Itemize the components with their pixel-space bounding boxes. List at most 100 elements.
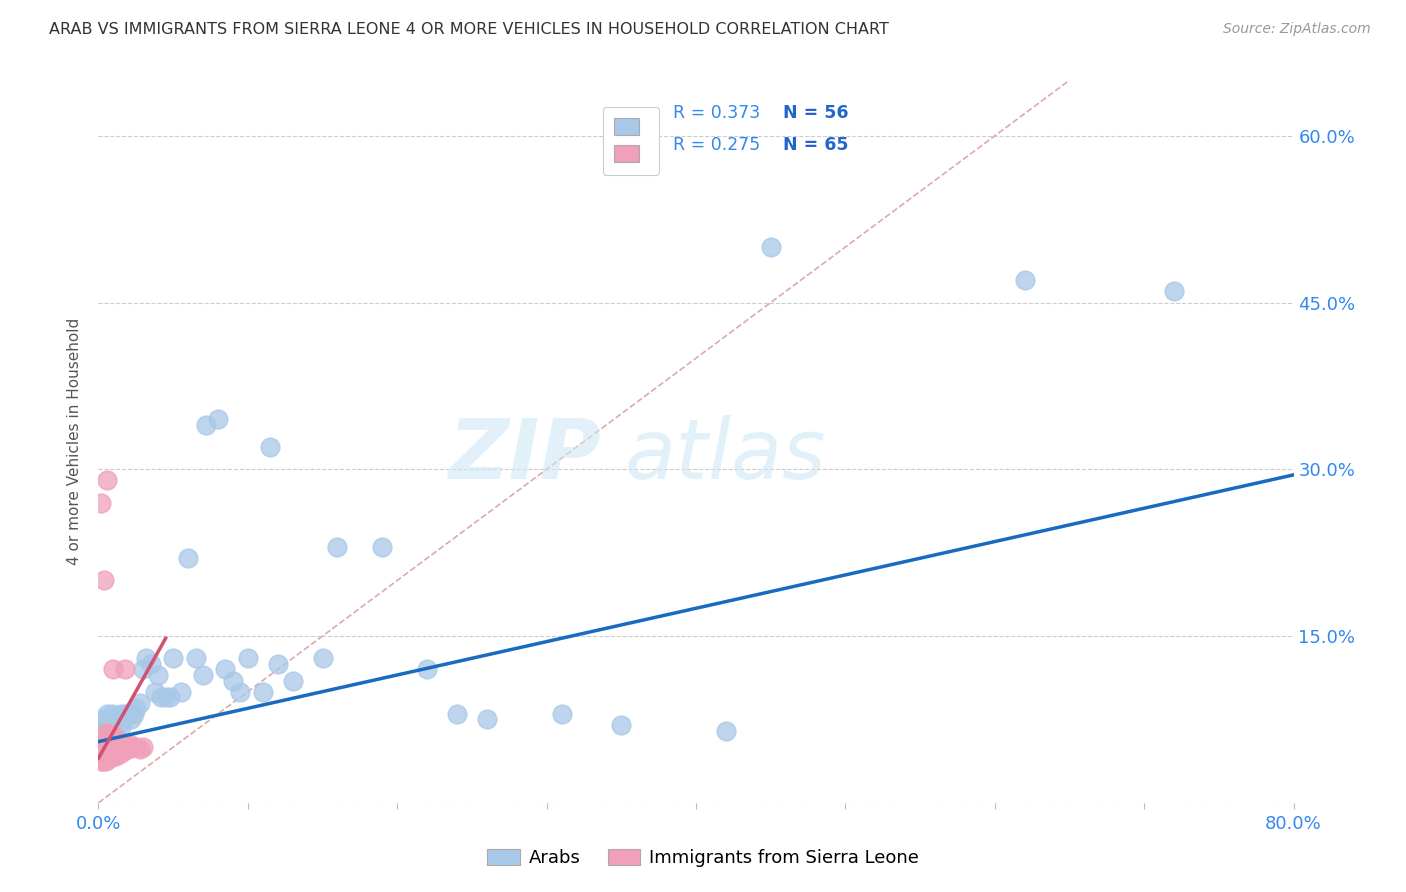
Point bbox=[118, 740, 141, 755]
Point bbox=[98, 751, 122, 765]
Point bbox=[98, 729, 122, 743]
Point bbox=[135, 651, 157, 665]
Point bbox=[112, 713, 135, 727]
Point bbox=[96, 751, 118, 765]
Text: ZIP: ZIP bbox=[447, 416, 600, 497]
Legend: Arabs, Immigrants from Sierra Leone: Arabs, Immigrants from Sierra Leone bbox=[479, 841, 927, 874]
Point bbox=[98, 746, 122, 760]
Point bbox=[475, 713, 498, 727]
Point bbox=[96, 740, 118, 755]
Point bbox=[93, 729, 115, 743]
Point bbox=[112, 740, 135, 755]
Point bbox=[129, 742, 152, 756]
Point bbox=[101, 742, 124, 756]
Point bbox=[91, 749, 114, 764]
Point bbox=[93, 746, 115, 760]
Point bbox=[124, 706, 146, 721]
Point bbox=[91, 738, 114, 752]
Point bbox=[105, 749, 128, 764]
Point bbox=[110, 706, 132, 721]
Point bbox=[191, 668, 214, 682]
Point bbox=[115, 742, 138, 756]
Point bbox=[89, 751, 111, 765]
Point bbox=[103, 662, 125, 676]
Point bbox=[98, 738, 122, 752]
Point bbox=[195, 417, 218, 432]
Point bbox=[125, 701, 148, 715]
Point bbox=[222, 673, 245, 688]
Point bbox=[105, 740, 128, 755]
Text: N = 56: N = 56 bbox=[783, 103, 849, 122]
Point bbox=[97, 734, 120, 748]
Point bbox=[96, 731, 118, 746]
Point bbox=[117, 706, 139, 721]
Point bbox=[229, 684, 252, 698]
Point bbox=[326, 540, 349, 554]
Point bbox=[105, 713, 128, 727]
Y-axis label: 4 or more Vehicles in Household: 4 or more Vehicles in Household bbox=[67, 318, 83, 566]
Point bbox=[252, 684, 274, 698]
Point bbox=[117, 742, 139, 756]
Point bbox=[139, 657, 162, 671]
Point bbox=[93, 574, 115, 588]
Point bbox=[214, 662, 236, 676]
Point bbox=[93, 740, 115, 755]
Point bbox=[132, 662, 155, 676]
Point bbox=[107, 718, 129, 732]
Text: R = 0.275: R = 0.275 bbox=[673, 136, 761, 154]
Point bbox=[91, 754, 114, 768]
Text: ARAB VS IMMIGRANTS FROM SIERRA LEONE 4 OR MORE VEHICLES IN HOUSEHOLD CORRELATION: ARAB VS IMMIGRANTS FROM SIERRA LEONE 4 O… bbox=[49, 22, 889, 37]
Point bbox=[169, 684, 191, 698]
Point bbox=[759, 240, 782, 254]
Point bbox=[177, 551, 200, 566]
Point bbox=[90, 496, 112, 510]
Point bbox=[155, 690, 177, 705]
Point bbox=[110, 746, 132, 760]
Point bbox=[184, 651, 207, 665]
Point bbox=[236, 651, 259, 665]
Point bbox=[107, 734, 129, 748]
Point bbox=[103, 723, 125, 738]
Text: N = 65: N = 65 bbox=[783, 136, 849, 154]
Point bbox=[97, 718, 120, 732]
Point bbox=[93, 734, 115, 748]
Point bbox=[105, 731, 128, 746]
Point bbox=[281, 673, 304, 688]
Point bbox=[103, 749, 125, 764]
Point bbox=[91, 718, 114, 732]
Point bbox=[89, 746, 111, 760]
Point bbox=[93, 751, 115, 765]
Point bbox=[104, 746, 127, 760]
Point bbox=[143, 684, 166, 698]
Point bbox=[162, 651, 184, 665]
Point bbox=[101, 749, 124, 764]
Point bbox=[259, 440, 281, 454]
Point bbox=[114, 706, 136, 721]
Point bbox=[114, 738, 136, 752]
Point bbox=[94, 754, 117, 768]
Point bbox=[96, 746, 118, 760]
Point bbox=[101, 706, 124, 721]
Point bbox=[103, 713, 125, 727]
Point bbox=[550, 706, 572, 721]
Point bbox=[90, 723, 112, 738]
Point bbox=[311, 651, 333, 665]
Point bbox=[714, 723, 737, 738]
Point bbox=[129, 696, 152, 710]
Point bbox=[104, 734, 127, 748]
Point bbox=[610, 718, 633, 732]
Point bbox=[1014, 273, 1036, 287]
Point bbox=[111, 718, 134, 732]
Point bbox=[110, 738, 132, 752]
Point bbox=[148, 668, 170, 682]
Point bbox=[114, 662, 136, 676]
Point bbox=[111, 742, 134, 756]
Text: Source: ZipAtlas.com: Source: ZipAtlas.com bbox=[1223, 22, 1371, 37]
Point bbox=[1163, 285, 1185, 299]
Point bbox=[108, 742, 131, 756]
Point bbox=[416, 662, 439, 676]
Point bbox=[94, 729, 117, 743]
Point bbox=[97, 727, 120, 741]
Point bbox=[207, 412, 229, 426]
Point bbox=[91, 742, 114, 756]
